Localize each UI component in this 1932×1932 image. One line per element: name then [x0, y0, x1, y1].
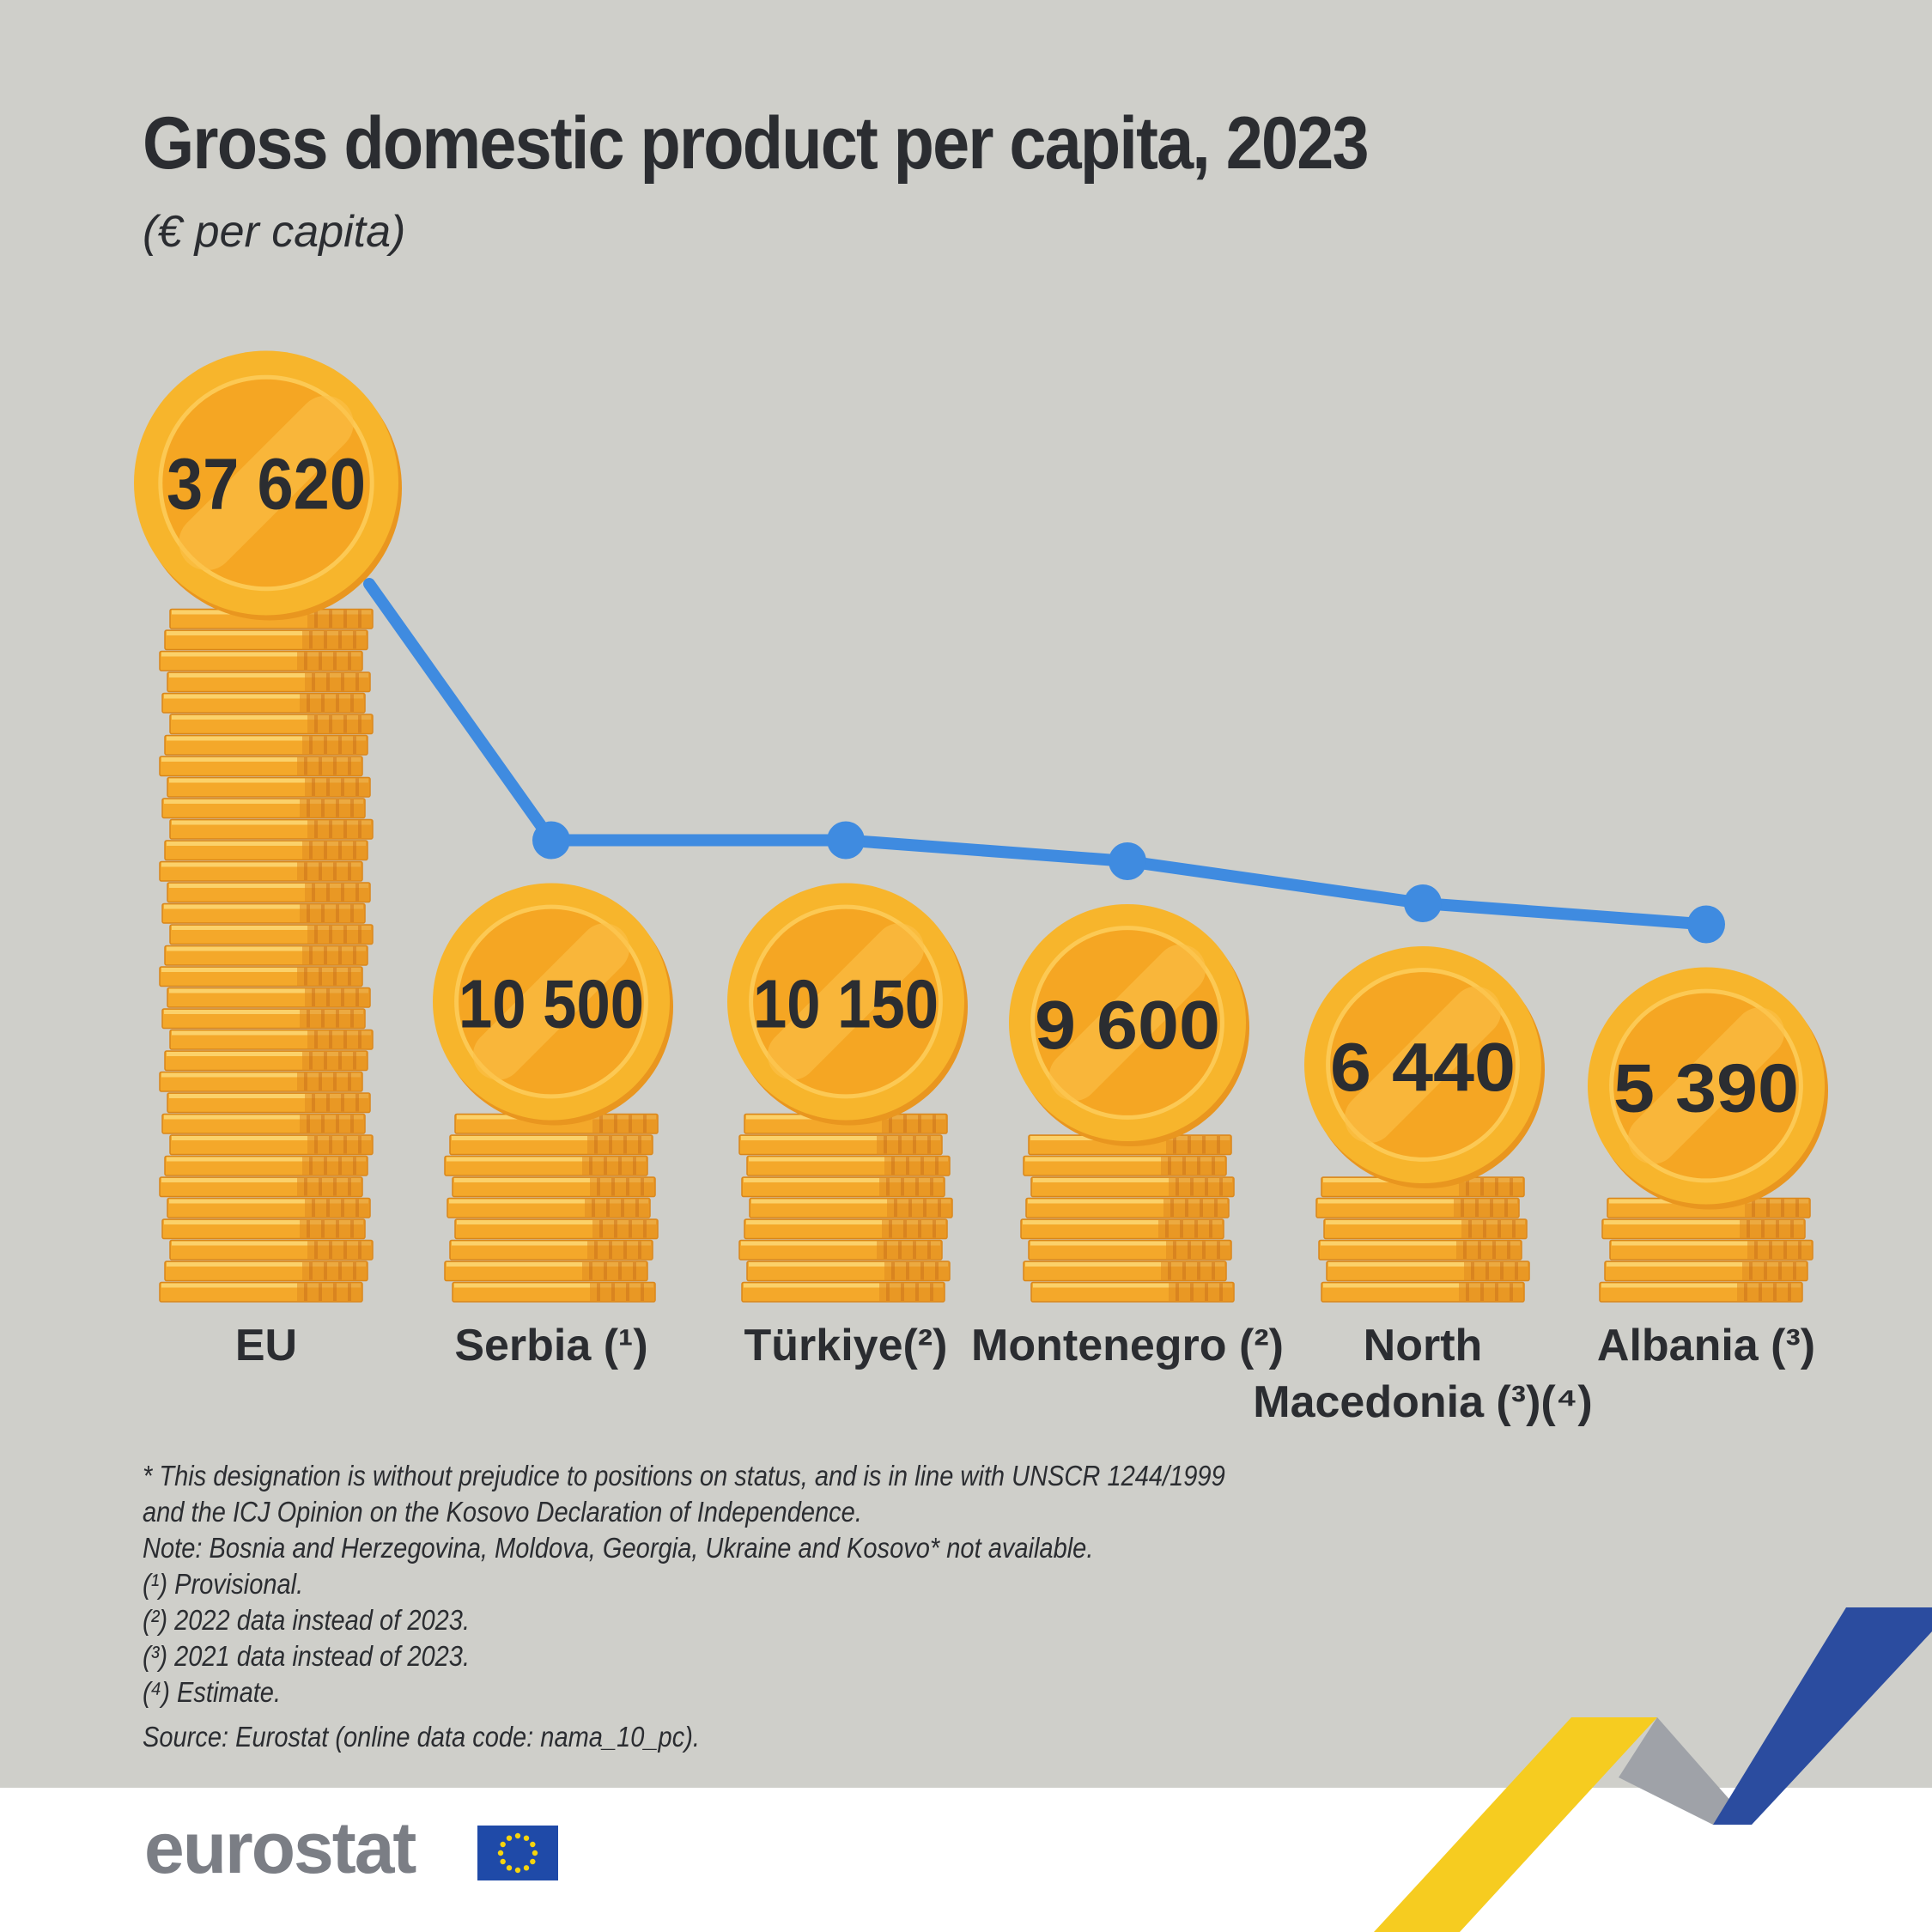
coin-2	[727, 883, 968, 1126]
value-label-0: 37 620	[167, 444, 366, 525]
source-note: Source: Eurostat (online data code: nama…	[143, 1721, 700, 1753]
category-label-4-1: Macedonia (³)(⁴)	[1253, 1377, 1592, 1427]
eurostat-logo: eurostat	[144, 1807, 416, 1888]
chart: 37 620 EU 10 500 Serbia (¹) 10 150 Türkiye(²)…	[134, 350, 1828, 1427]
coin-1	[433, 883, 673, 1126]
footnote-2: (²) 2022 data instead of 2023.	[143, 1604, 471, 1636]
category-label-3: Montenegro (²)	[971, 1321, 1284, 1370]
coin-5	[1588, 967, 1828, 1210]
trend-point-1	[532, 821, 570, 860]
category-label-1: Serbia (¹)	[454, 1321, 647, 1370]
value-label-1: 10 500	[459, 966, 644, 1042]
chart-subtitle: (€ per capita)	[143, 207, 406, 257]
trend-point-5	[1687, 905, 1725, 944]
bar-2	[738, 1113, 953, 1303]
category-label-4-0: North	[1364, 1321, 1483, 1370]
eu-flag-icon	[477, 1826, 558, 1880]
footnote-4: (⁴) Estimate.	[143, 1676, 282, 1708]
category-label-0: EU	[235, 1321, 297, 1370]
footnote-1: (¹) Provisional.	[143, 1568, 304, 1600]
value-label-5: 5 390	[1613, 1050, 1799, 1127]
coin-3	[1009, 904, 1249, 1146]
footnote-not-available: Note: Bosnia and Herzegovina, Moldova, G…	[143, 1532, 1094, 1564]
value-label-3: 9 600	[1035, 987, 1220, 1063]
category-label-5: Albania (³)	[1597, 1321, 1815, 1370]
value-label-4: 6 440	[1330, 1029, 1516, 1105]
footer-bar	[0, 1788, 1932, 1932]
trend-point-2	[827, 821, 865, 860]
value-label-2: 10 150	[753, 966, 939, 1042]
bar-5	[1599, 1197, 1814, 1303]
coin-4	[1304, 946, 1545, 1188]
footnote-kosovo-line1: * This designation is without prejudice …	[143, 1460, 1225, 1492]
trend-point-3	[1109, 842, 1146, 880]
footnote-kosovo-line2: and the ICJ Opinion on the Kosovo Declar…	[143, 1496, 862, 1528]
footnotes: * This designation is without prejudice …	[143, 1458, 1225, 1755]
trend-point-4	[1404, 884, 1442, 922]
footnote-3: (³) 2021 data instead of 2023.	[143, 1640, 471, 1672]
trend-line	[363, 578, 1712, 931]
coin-0	[134, 350, 402, 621]
chart-title: Gross domestic product per capita, 2023	[143, 102, 1370, 185]
category-label-2: Türkiye(²)	[744, 1321, 948, 1370]
bar-0	[159, 608, 374, 1303]
bar-1	[444, 1113, 659, 1303]
